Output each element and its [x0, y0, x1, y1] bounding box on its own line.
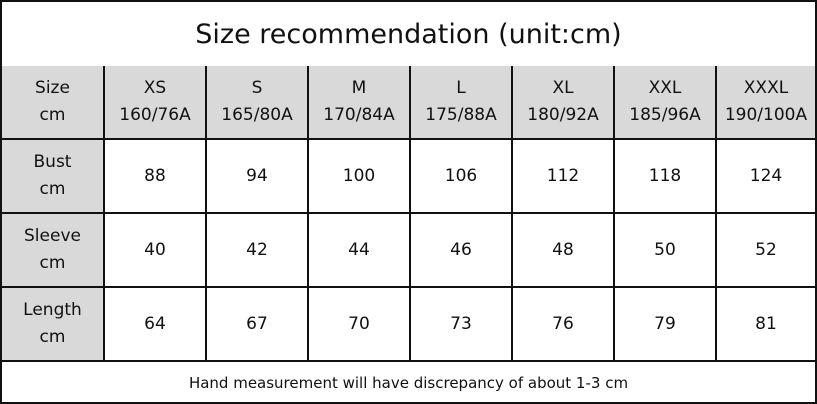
value-cell: 124	[717, 140, 815, 214]
value-cell: 48	[513, 214, 615, 288]
cell-text: Sleeve	[24, 226, 81, 246]
cell-text: L	[456, 78, 466, 98]
header-cell: XL 180/92A	[513, 66, 615, 140]
cell-text: cm	[39, 105, 66, 125]
row-label: Sleeve cm	[2, 214, 105, 288]
cell-text: 40	[144, 239, 166, 260]
cell-text: cm	[39, 327, 66, 347]
cell-text: 81	[755, 313, 777, 334]
title: Size recommendation (unit:cm)	[2, 2, 815, 68]
value-cell: 118	[615, 140, 717, 214]
cell-text: M	[351, 78, 367, 98]
cell-text: 64	[144, 313, 166, 334]
header-cell: S 165/80A	[207, 66, 309, 140]
cell-text: 180/92A	[527, 105, 599, 125]
value-cell: 100	[309, 140, 411, 214]
cell-text: 124	[749, 165, 783, 186]
cell-text: XXL	[648, 78, 682, 98]
cell-text: cm	[39, 253, 66, 273]
cell-text: XS	[143, 78, 167, 98]
value-cell: 52	[717, 214, 815, 288]
value-cell: 50	[615, 214, 717, 288]
cell-text: 50	[654, 239, 676, 260]
cell-text: 106	[444, 165, 478, 186]
row-label: Bust cm	[2, 140, 105, 214]
cell-text: 44	[348, 239, 370, 260]
header-cell: M 170/84A	[309, 66, 411, 140]
cell-text: 67	[246, 313, 268, 334]
cell-text: 112	[546, 165, 580, 186]
value-cell: 88	[105, 140, 207, 214]
cell-text: 94	[246, 165, 268, 186]
cell-text: 52	[755, 239, 777, 260]
cell-text: 46	[450, 239, 472, 260]
value-cell: 46	[411, 214, 513, 288]
header-cell: Size cm	[2, 66, 105, 140]
value-cell: 67	[207, 288, 309, 362]
cell-text: 165/80A	[221, 105, 293, 125]
footnote: Hand measurement will have discrepancy o…	[188, 374, 629, 392]
cell-text: 88	[144, 165, 166, 186]
cell-text: 48	[552, 239, 574, 260]
value-cell: 73	[411, 288, 513, 362]
cell-text: Bust	[33, 152, 72, 172]
value-cell: 112	[513, 140, 615, 214]
cell-text: 42	[246, 239, 268, 260]
header-cell: XXXL 190/100A	[717, 66, 815, 140]
cell-text: XL	[552, 78, 574, 98]
value-cell: 76	[513, 288, 615, 362]
cell-text: Length	[23, 300, 82, 320]
value-cell: 70	[309, 288, 411, 362]
value-cell: 94	[207, 140, 309, 214]
cell-text: 100	[342, 165, 376, 186]
cell-text: 160/76A	[119, 105, 191, 125]
cell-text: S	[251, 78, 263, 98]
value-cell: 79	[615, 288, 717, 362]
cell-text: 73	[450, 313, 472, 334]
cell-text: Size	[35, 78, 70, 98]
cell-text: 190/100A	[724, 105, 808, 125]
header-cell: XXL 185/96A	[615, 66, 717, 140]
cell-text: 76	[552, 313, 574, 334]
header-cell: L 175/88A	[411, 66, 513, 140]
cell-text: XXXL	[743, 78, 789, 98]
cell-text: 118	[648, 165, 682, 186]
cell-text: 175/88A	[425, 105, 497, 125]
value-cell: 40	[105, 214, 207, 288]
value-cell: 64	[105, 288, 207, 362]
cell-text: 185/96A	[629, 105, 701, 125]
value-cell: 42	[207, 214, 309, 288]
cell-text: 70	[348, 313, 370, 334]
row-label: Length cm	[2, 288, 105, 362]
header-cell: XS 160/76A	[105, 66, 207, 140]
cell-text: 79	[654, 313, 676, 334]
cell-text: 170/84A	[323, 105, 395, 125]
value-cell: 44	[309, 214, 411, 288]
value-cell: 106	[411, 140, 513, 214]
value-cell: 81	[717, 288, 815, 362]
cell-text: cm	[39, 179, 66, 199]
